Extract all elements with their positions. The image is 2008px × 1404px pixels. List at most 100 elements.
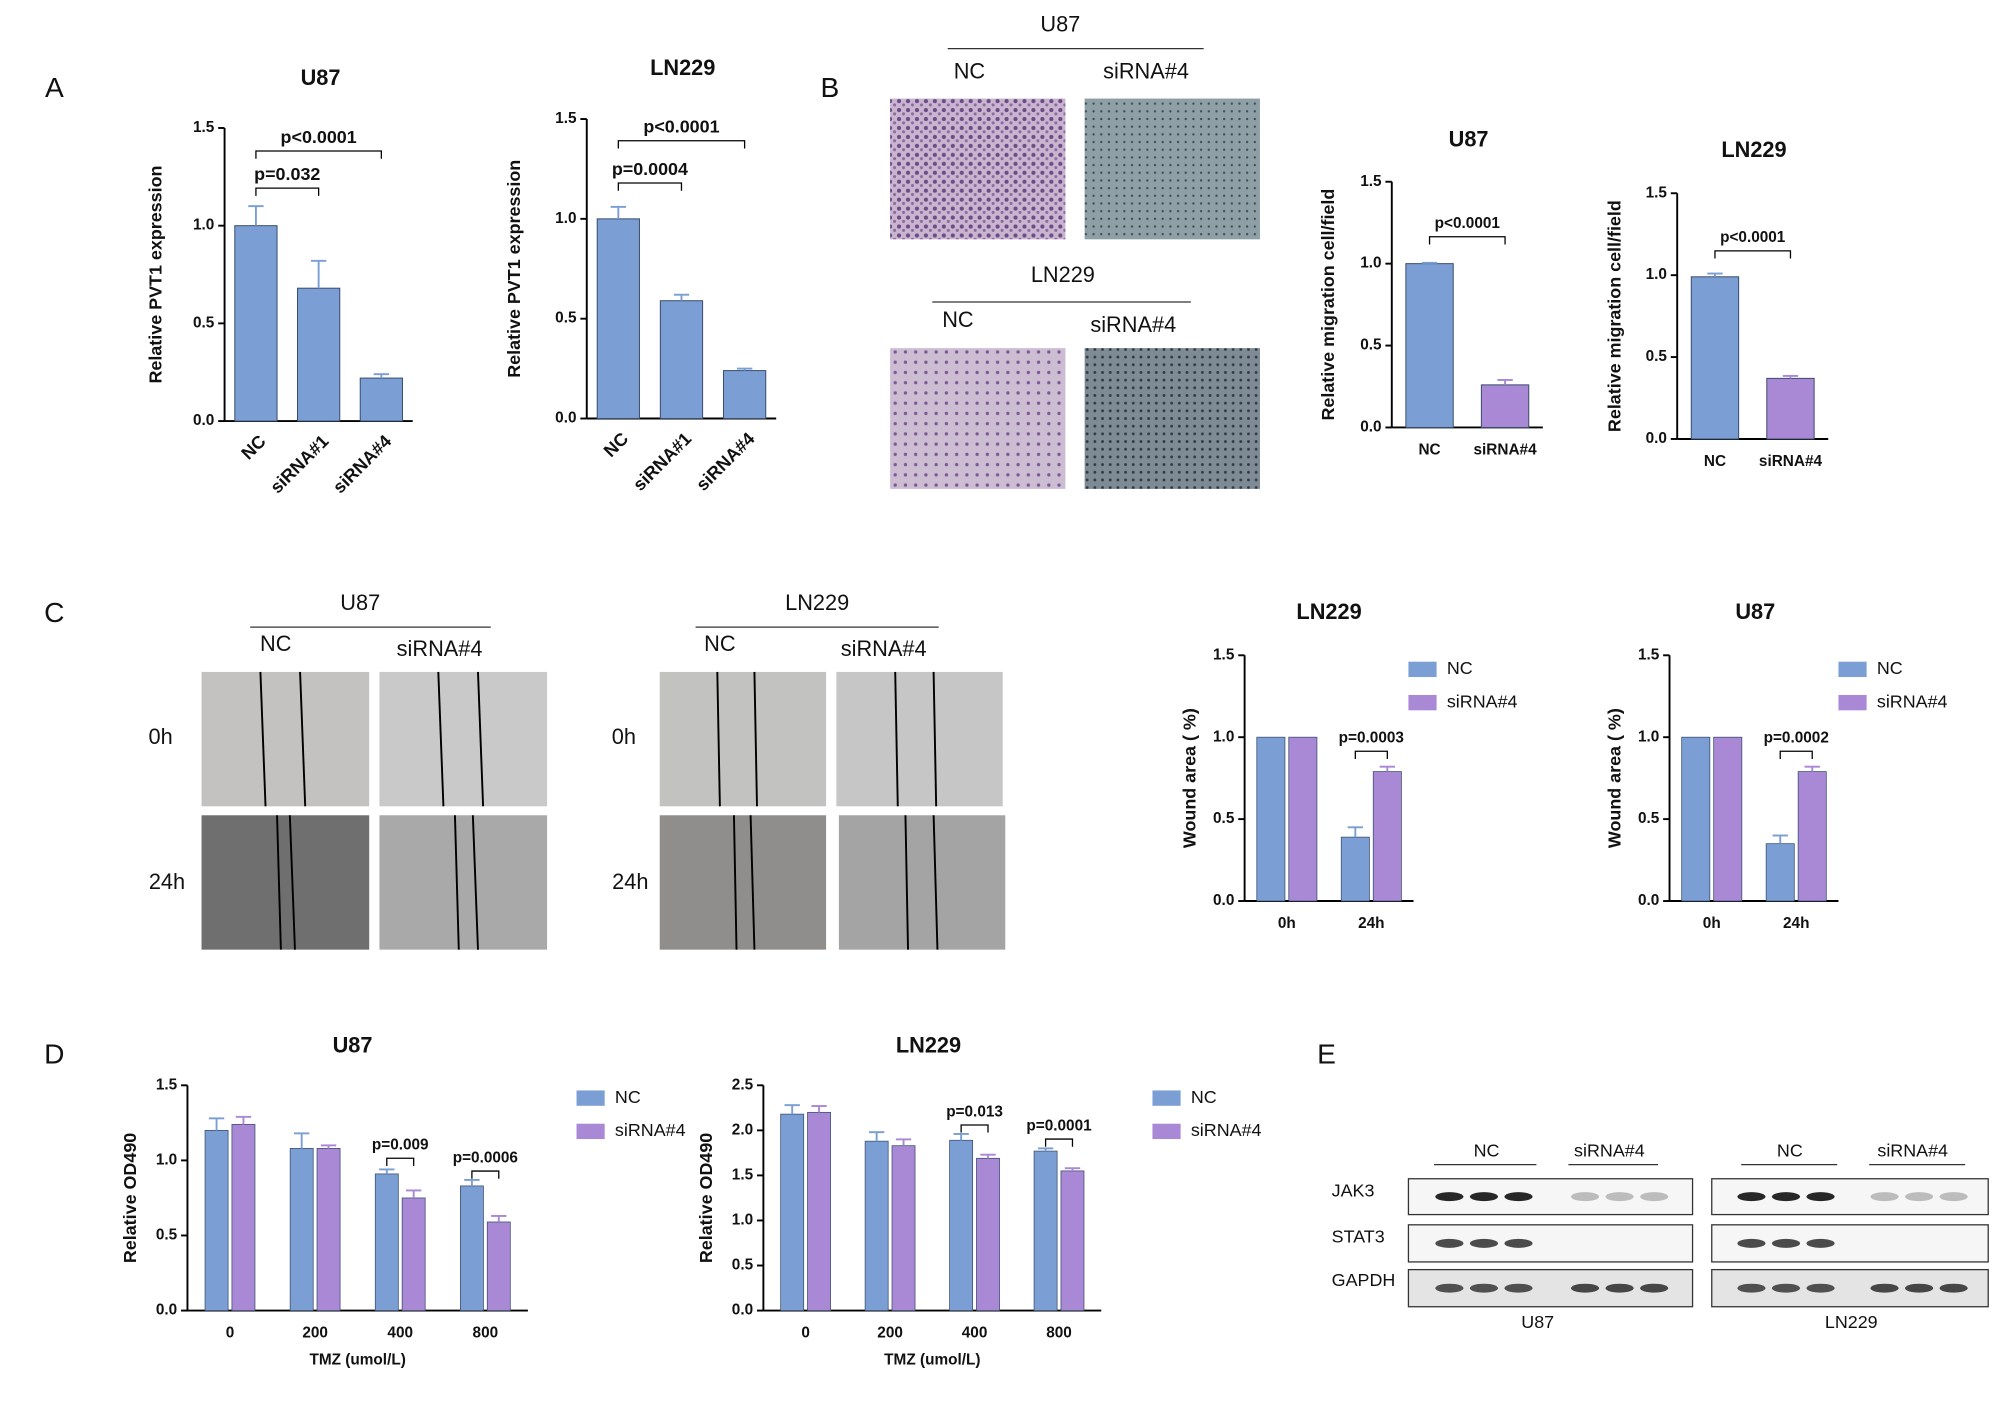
y-tick-label: 1.5 [156,1076,178,1093]
y-axis-label: Relative OD490 [696,1133,716,1263]
blot-band [1771,1192,1801,1202]
blot-band [1640,1283,1669,1293]
y-tick-label: 1.5 [732,1166,754,1183]
x-tick-label: 800 [473,1325,499,1342]
condition-label: siRNA#4 [1103,59,1189,84]
blot-band [1806,1283,1835,1293]
blot-band [1435,1238,1464,1248]
bar [1033,1150,1058,1311]
bar [891,1145,916,1311]
x-tick-label: 0 [801,1325,810,1342]
legend-swatch [1152,1123,1181,1140]
y-axis-label: Relative PVT1 expression [145,166,165,384]
chart-title: LN229 [1721,137,1786,162]
blot-band [1469,1238,1499,1248]
annotation: p<0.0001 [1435,215,1501,232]
blot-band [1939,1192,1968,1202]
blot-band [1605,1192,1634,1202]
y-tick-label: 1.0 [1360,255,1381,272]
y-tick-label: 0.0 [193,412,214,429]
blot-band [1737,1192,1766,1202]
bar [596,218,640,420]
bar [722,370,767,420]
condition-label: NC [1777,1141,1803,1161]
annotation: p=0.032 [254,164,320,184]
y-tick-label: 0.5 [555,310,577,327]
significance-bracket [1428,236,1506,245]
bar [1480,384,1530,428]
time-label: 24h [149,869,185,894]
x-tick-label: 800 [1046,1325,1072,1342]
y-tick-label: 1.5 [1213,646,1235,663]
blot-band [1504,1192,1533,1202]
significance-bracket [617,182,683,191]
significance-bracket [255,150,382,159]
x-axis-label: TMZ (umol/L) [310,1352,406,1369]
bar [486,1221,511,1311]
annotation: p=0.0002 [1764,730,1829,747]
condition-label: siRNA#4 [1574,1141,1645,1161]
annotation: p<0.0001 [643,117,719,137]
chart-title: LN229 [1296,599,1361,624]
blot-band [1504,1238,1533,1248]
legend-label: siRNA#4 [1877,691,1948,711]
bar [1060,1170,1085,1311]
blot-band [1870,1192,1899,1202]
y-tick-label: 1.0 [193,217,214,234]
x-tick-label: siRNA#4 [1474,442,1538,459]
x-tick-label: 200 [877,1325,903,1342]
x-tick-label: siRNA#4 [1759,453,1823,470]
photo-group-title: LN229 [1031,262,1095,287]
y-tick-label: 1.5 [1646,184,1668,201]
protein-label: JAK3 [1332,1180,1375,1200]
western-blot [1407,1164,1989,1308]
photo [890,348,1066,489]
y-tick-label: 1.0 [1646,266,1667,283]
blot-band [1806,1238,1835,1248]
annotation: p=0.0004 [612,159,688,179]
bar [1765,843,1795,902]
y-tick-label: 0.5 [1213,810,1235,827]
y-tick-label: 1.0 [1213,728,1234,745]
bar [1681,736,1711,902]
significance-bracket [960,1124,989,1133]
y-tick-label: 1.5 [555,110,577,127]
x-tick-label: 0h [1703,915,1721,932]
time-label: 24h [612,869,648,894]
bar [1372,771,1402,902]
blot-band [1939,1283,1968,1293]
x-tick-label: 200 [302,1325,328,1342]
blot-band [1905,1192,1934,1202]
significance-bracket [471,1170,500,1179]
y-tick-label: 0.5 [1646,348,1668,365]
annotation: p=0.009 [372,1137,429,1154]
y-tick-label: 2.0 [732,1121,753,1138]
bar [359,377,403,422]
cell-line-label: U87 [1521,1312,1554,1332]
blot-band [1806,1192,1835,1202]
legend-label: siRNA#4 [615,1120,686,1140]
condition-label: NC [954,59,985,84]
bar [297,287,341,422]
blot-band [1870,1283,1899,1293]
blot-band [1605,1283,1634,1293]
chart-title: U87 [1449,127,1489,152]
legend-label: siRNA#4 [1191,1120,1262,1140]
blot-band [1469,1283,1499,1293]
significance-bracket [1044,1138,1074,1147]
photo-group-title: U87 [1040,11,1080,36]
time-label: 0h [612,724,636,749]
chart-title: LN229 [896,1033,961,1058]
annotation: p=0.0006 [453,1149,518,1166]
annotation: p=0.0003 [1339,730,1404,747]
bar [1340,836,1370,902]
x-tick-label: 0 [226,1325,235,1342]
protein-label: STAT3 [1332,1226,1385,1246]
annotation: p=0.0001 [1026,1117,1092,1134]
y-tick-label: 1.5 [193,119,215,136]
x-tick-label: siRNA#1 [629,428,695,494]
blot-band [1640,1192,1669,1202]
condition-label: siRNA#4 [397,636,483,661]
legend-label: NC [1877,658,1903,678]
x-tick-label: 400 [387,1325,413,1342]
